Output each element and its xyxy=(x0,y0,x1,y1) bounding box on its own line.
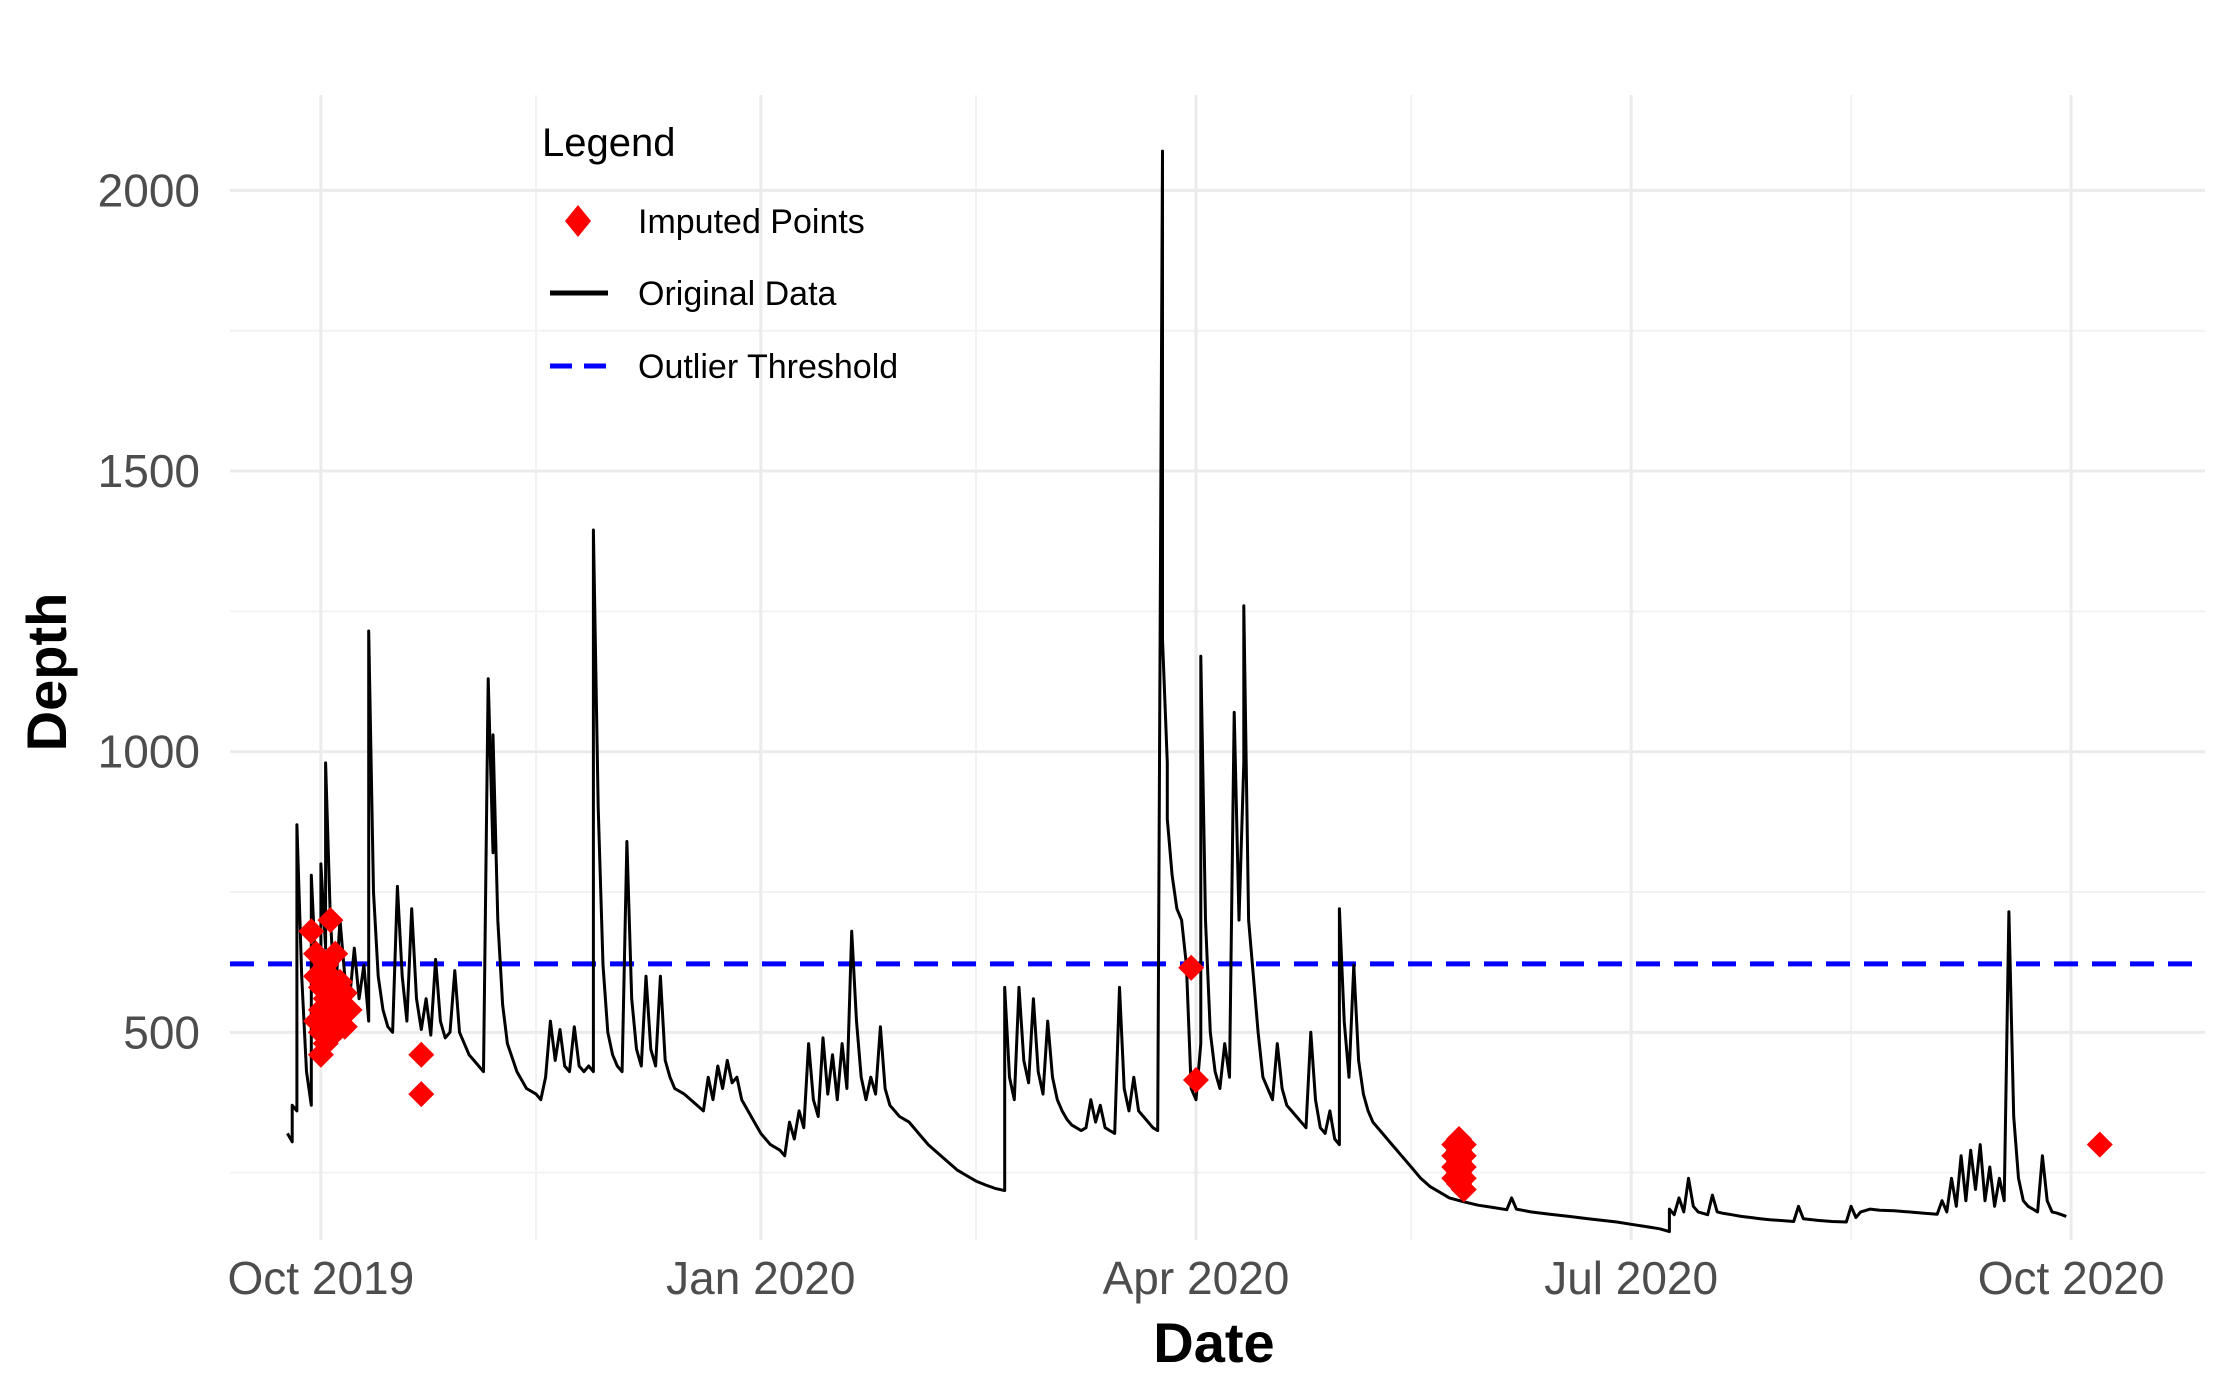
imputed-point xyxy=(408,1081,435,1108)
imputed-point xyxy=(1178,954,1205,981)
x-tick-labels: Oct 2019 Jan 2020 Apr 2020 Jul 2020 Oct 2020 xyxy=(228,1252,2165,1304)
grid xyxy=(230,95,2205,1240)
legend-label-original: Original Data xyxy=(638,275,837,313)
x-tick-label: Oct 2020 xyxy=(1978,1252,2165,1304)
imputed-point xyxy=(298,918,325,945)
x-tick-label: Apr 2020 xyxy=(1103,1252,1290,1304)
x-axis-title: Date xyxy=(1153,1311,1274,1374)
x-tick-label: Jan 2020 xyxy=(666,1252,855,1304)
y-axis-title: Depth xyxy=(15,593,78,752)
legend-label-imputed: Imputed Points xyxy=(638,203,865,241)
legend-entry-imputed: Imputed Points xyxy=(565,203,865,241)
legend-title: Legend xyxy=(542,121,675,165)
imputed-points-layer xyxy=(298,907,2113,1203)
series-layer xyxy=(286,149,2067,1234)
legend-entry-threshold: Outlier Threshold xyxy=(550,348,898,386)
imputed-point xyxy=(2086,1131,2113,1158)
imputed-point xyxy=(1450,1176,1477,1203)
imputed-point xyxy=(317,907,344,934)
x-tick-label: Oct 2019 xyxy=(228,1252,415,1304)
imputed-point xyxy=(408,1041,435,1068)
y-tick-labels: 500 1000 1500 2000 xyxy=(98,164,200,1058)
legend-diamond-icon xyxy=(565,205,591,237)
y-tick-label: 2000 xyxy=(98,164,200,216)
legend-entry-original: Original Data xyxy=(550,275,837,313)
y-tick-label: 500 xyxy=(123,1006,200,1058)
imputed-point xyxy=(322,940,349,967)
x-tick-label: Jul 2020 xyxy=(1544,1252,1718,1304)
y-tick-label: 1500 xyxy=(98,445,200,497)
legend: Legend Imputed Points Original Data Outl… xyxy=(542,121,898,386)
legend-label-threshold: Outlier Threshold xyxy=(638,348,898,386)
imputed-point xyxy=(1182,1067,1209,1094)
imputed-point xyxy=(336,996,363,1023)
original-data-line xyxy=(286,149,2067,1234)
y-tick-label: 1000 xyxy=(98,726,200,778)
